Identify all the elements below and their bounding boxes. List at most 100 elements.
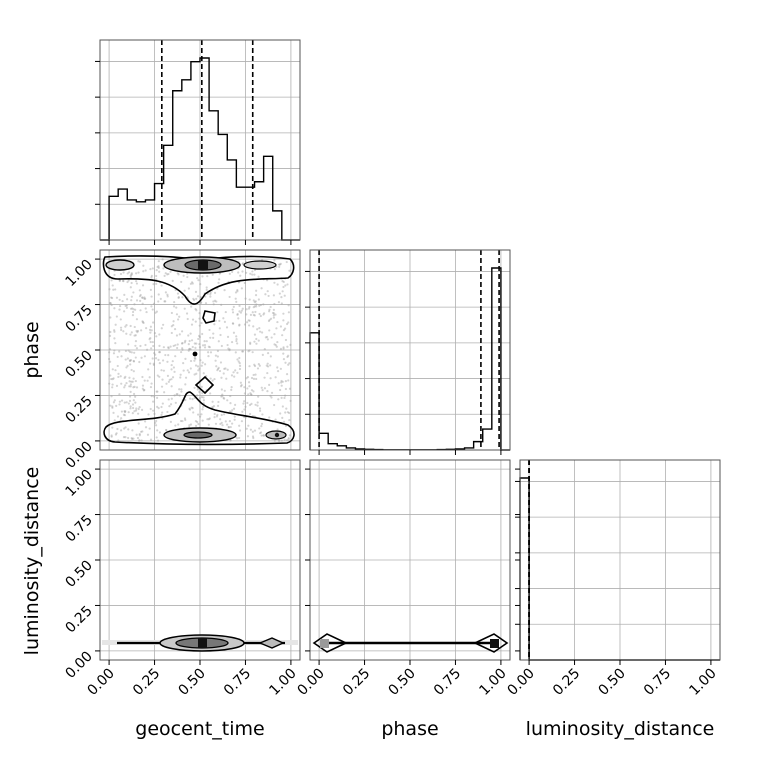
- scatter-point: [240, 420, 244, 423]
- scatter-point: [141, 284, 145, 287]
- scatter-point: [250, 389, 254, 392]
- scatter-point: [138, 289, 141, 292]
- scatter-point: [112, 411, 115, 414]
- x-tick-label: 0.25: [550, 666, 583, 699]
- scatter-point: [258, 427, 261, 430]
- scatter-point: [251, 270, 254, 273]
- x-tick-label: 1.00: [686, 666, 719, 699]
- scatter-point: [212, 405, 216, 408]
- scatter-point: [109, 360, 112, 363]
- scatter-point: [251, 273, 254, 276]
- scatter-point: [189, 348, 192, 351]
- scatter-point: [232, 305, 235, 308]
- scatter-point: [201, 332, 204, 336]
- scatter-point: [160, 327, 163, 330]
- x-axis-label-phase: phase: [381, 718, 438, 740]
- scatter-point: [119, 318, 122, 321]
- scatter-point: [221, 393, 224, 396]
- scatter-point: [132, 399, 135, 402]
- scatter-point: [256, 328, 259, 331]
- scatter-point: [281, 290, 284, 293]
- scatter-point: [150, 382, 153, 385]
- scatter-point: [189, 282, 192, 285]
- scatter-point: [152, 283, 155, 286]
- scatter-point: [194, 290, 198, 293]
- scatter-point: [145, 327, 148, 330]
- scatter-point: [252, 313, 255, 317]
- scatter-point: [114, 433, 118, 436]
- scatter-point: [173, 328, 177, 331]
- scatter-point: [128, 271, 131, 274]
- scatter-point: [215, 300, 218, 303]
- scatter-point: [166, 374, 170, 378]
- scatter-point: [283, 327, 287, 330]
- scatter-point: [160, 405, 163, 409]
- data-layer: [100, 40, 720, 661]
- scatter-point: [234, 297, 237, 300]
- scatter-point: [205, 286, 208, 289]
- scatter-point: [262, 313, 265, 316]
- scatter-point: [160, 284, 163, 287]
- scatter-point: [181, 348, 184, 351]
- scatter-point: [235, 300, 238, 303]
- scatter-point: [200, 413, 203, 416]
- scatter-point: [258, 407, 262, 410]
- scatter-point: [261, 413, 264, 416]
- scatter-point: [226, 343, 229, 347]
- scatter-point: [252, 299, 255, 302]
- scatter-point: [171, 376, 175, 379]
- scatter-point: [170, 397, 173, 400]
- scatter-point: [273, 302, 276, 306]
- scatter-point: [270, 391, 274, 394]
- scatter-point: [242, 402, 245, 405]
- scatter-point: [278, 263, 281, 266]
- scatter-point: [123, 386, 126, 389]
- scatter-point: [133, 334, 136, 337]
- scatter-point: [158, 431, 162, 434]
- scatter-point: [154, 353, 157, 356]
- scatter-point: [160, 413, 163, 416]
- scatter-point: [198, 342, 201, 346]
- scatter-point: [152, 363, 155, 366]
- scatter-point: [276, 428, 279, 431]
- contour-dot-center: [192, 351, 198, 357]
- scatter-point: [167, 347, 170, 350]
- scatter-point: [157, 407, 160, 410]
- scatter-point: [108, 288, 111, 291]
- scatter-point: [197, 422, 200, 426]
- scatter-point: [198, 324, 201, 327]
- scatter-point: [155, 436, 158, 439]
- scatter-point: [122, 413, 126, 416]
- scatter-point: [249, 342, 252, 345]
- scatter-point: [216, 311, 219, 314]
- scatter-point: [122, 279, 125, 282]
- scatter-point: [109, 316, 112, 319]
- scatter-point: [243, 400, 246, 403]
- scatter-point: [190, 323, 194, 326]
- scatter-point: [240, 287, 243, 290]
- scatter-point: [172, 305, 176, 308]
- scatter-point: [272, 312, 276, 315]
- scatter-point: [123, 310, 126, 313]
- scatter-point: [237, 271, 240, 274]
- scatter-point: [121, 299, 124, 303]
- scatter-point: [150, 274, 153, 277]
- scatter-point: [231, 308, 234, 311]
- scatter-point: [180, 342, 184, 345]
- scatter-point: [156, 429, 159, 432]
- scatter-point: [272, 294, 275, 297]
- scatter-point: [169, 420, 173, 423]
- scatter-point: [198, 334, 201, 337]
- scatter-point: [279, 412, 282, 415]
- scatter-point: [280, 396, 283, 399]
- scatter-point: [239, 311, 243, 314]
- scatter-point: [278, 265, 281, 268]
- scatter-point: [253, 363, 256, 366]
- y-tick-label: 0.25: [62, 393, 95, 426]
- x-tick-label: 0.50: [385, 666, 418, 699]
- scatter-point: [222, 397, 226, 400]
- scatter-point: [112, 401, 115, 404]
- scatter-point: [150, 347, 153, 350]
- scatter-point: [274, 418, 277, 421]
- scatter-point: [274, 344, 277, 347]
